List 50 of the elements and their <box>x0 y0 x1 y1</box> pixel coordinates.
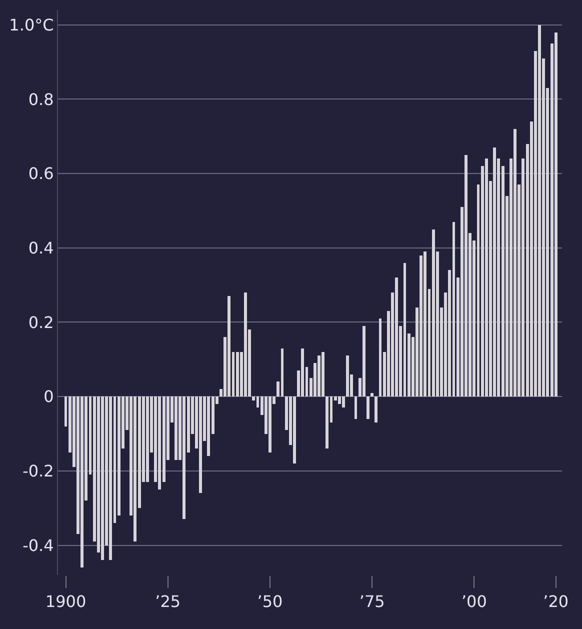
bar <box>158 396 162 490</box>
y-tick-label: 0.6 <box>28 164 54 184</box>
x-tick-label: ’25 <box>155 592 181 612</box>
bar <box>514 128 516 397</box>
bar <box>236 352 239 397</box>
bar <box>293 396 296 464</box>
bar <box>301 348 304 397</box>
bar <box>146 396 149 482</box>
bar <box>342 396 345 408</box>
bar <box>424 252 427 397</box>
y-tick-label: -0.4 <box>22 536 54 555</box>
y-tick-label: 0.2 <box>28 312 54 332</box>
bar <box>326 396 329 449</box>
y-tick-label: -0.2 <box>22 462 54 481</box>
bar <box>338 396 341 404</box>
bar <box>370 392 374 397</box>
bar <box>182 396 186 520</box>
y-tick-label: 0.8 <box>28 90 54 109</box>
bar <box>199 396 202 494</box>
y-tick-label: 1.0°C <box>9 15 54 34</box>
bar <box>493 148 496 397</box>
bar <box>228 296 231 397</box>
bar <box>346 356 350 397</box>
bar <box>109 396 112 560</box>
bar <box>362 326 366 397</box>
bar <box>134 396 137 542</box>
bar <box>395 278 398 397</box>
bar <box>464 154 468 397</box>
x-tick-label: 1900 <box>45 592 86 612</box>
bar <box>538 24 542 397</box>
bar <box>366 396 370 419</box>
bar <box>420 255 423 397</box>
bar <box>207 396 210 456</box>
bar <box>318 356 320 397</box>
bar <box>484 158 488 397</box>
bar <box>322 352 325 397</box>
x-tick-label: ’20 <box>543 592 569 612</box>
bar <box>244 292 247 397</box>
bar <box>268 396 272 452</box>
bar <box>432 229 435 397</box>
bar <box>374 396 378 423</box>
x-tick-label: ’00 <box>461 592 487 612</box>
bar <box>174 396 178 460</box>
bar <box>554 32 558 397</box>
y-tick-label: 0.4 <box>28 238 54 258</box>
y-tick-label: 0 <box>44 387 54 406</box>
x-tick-label: ’50 <box>257 592 283 612</box>
bar <box>101 396 104 560</box>
bar <box>80 396 84 568</box>
x-tick-label: ’75 <box>359 592 385 612</box>
